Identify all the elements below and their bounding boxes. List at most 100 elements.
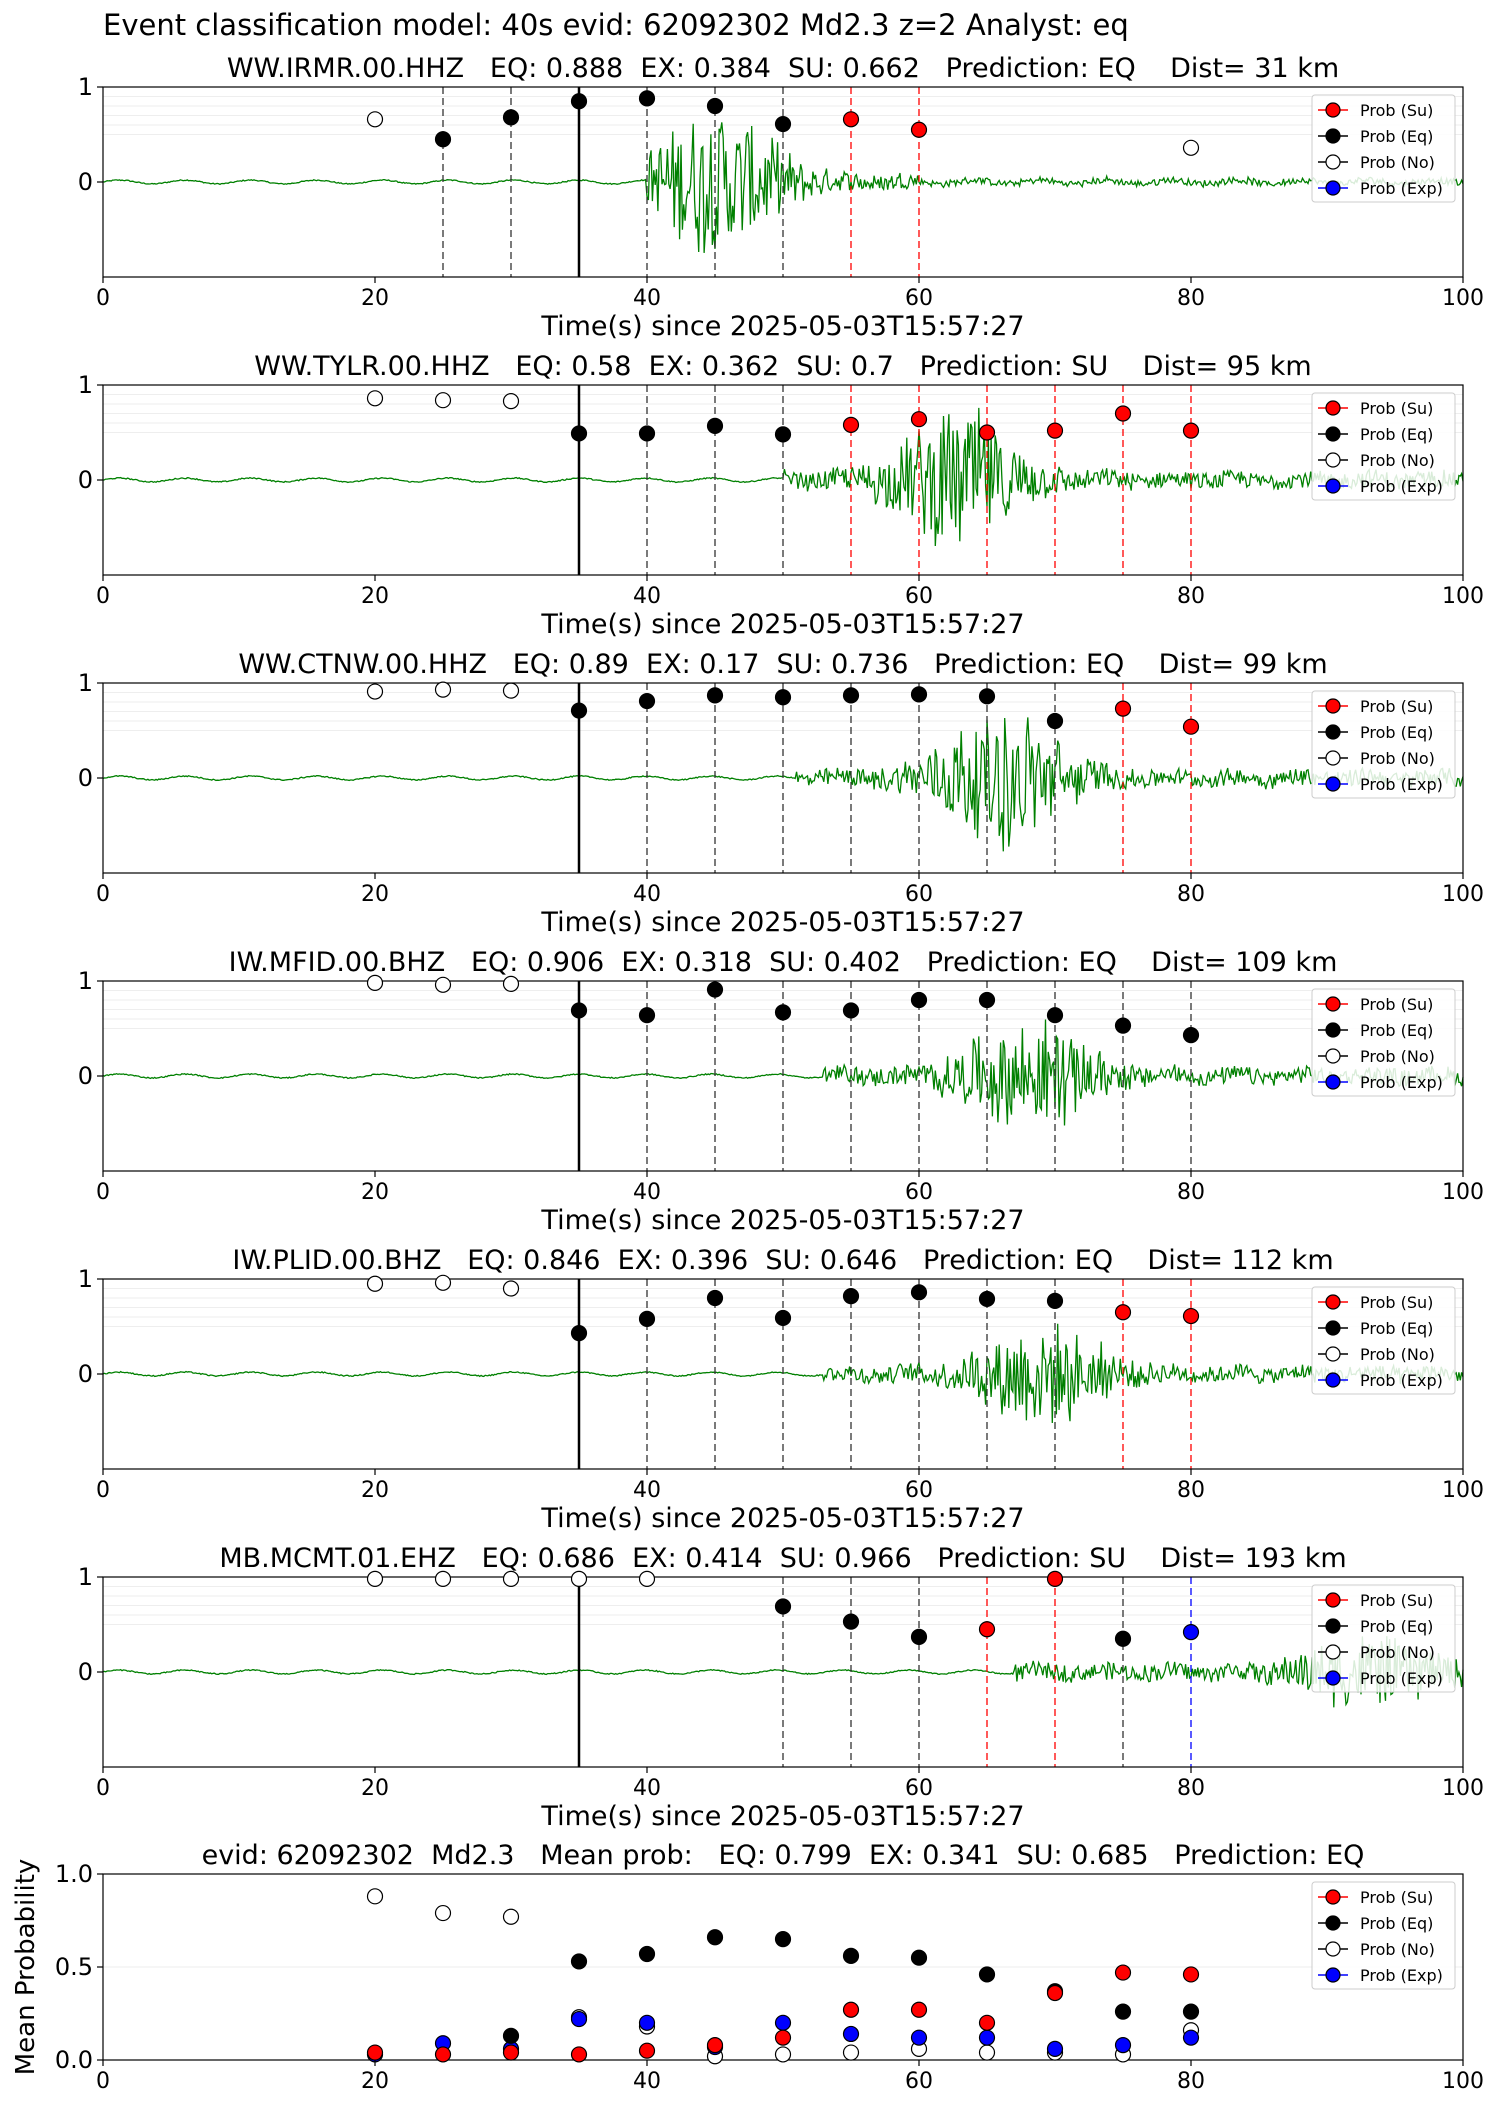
legend-box [1311,1881,1456,1990]
x-tick-label: 40 [633,1478,661,1503]
prob-point-eq [570,702,588,719]
panel-title: WW.IRMR.00.HHZ EQ: 0.888 EX: 0.384 SU: 0… [227,53,1339,84]
x-tick-label: 0 [96,882,110,907]
mean-point-su [434,2046,452,2063]
mean-point-eq [978,1966,996,1983]
legend-marker [1325,1372,1341,1388]
prob-point-eq [1046,712,1064,730]
mean-point-exp [1046,2040,1064,2057]
x-axis-label: Time(s) since 2025-05-03T15:57:27 [540,609,1024,640]
mean-point-su [1182,1966,1200,1983]
legend-marker [1325,724,1341,740]
prob-point-eq [638,692,656,710]
figure-suptitle: Event classification model: 40s evid: 62… [103,8,1129,42]
legend-marker [1325,1618,1341,1634]
x-tick-label: 80 [1177,1776,1205,1801]
legend-marker [1325,452,1341,468]
prob-point-eq [910,1628,928,1645]
mean-point-su [366,2044,384,2061]
legend-label: Prob (Eq) [1360,1021,1433,1040]
x-axis-label: Time(s) since 2025-05-03T15:57:27 [540,1801,1024,1832]
legend-box [1311,94,1456,203]
legend-marker [1325,1346,1341,1362]
station-panel-1: WW.IRMR.00.HHZ EQ: 0.888 EX: 0.384 SU: 0… [78,53,1484,342]
legend-label: Prob (Su) [1360,995,1433,1014]
x-tick-label: 100 [1442,1180,1484,1205]
y-tick-label: 1 [78,73,93,101]
legend-marker [1325,478,1341,494]
legend-box [1311,988,1456,1097]
x-tick-label: 60 [905,1478,933,1503]
legend-marker [1325,400,1341,416]
legend-marker [1325,1941,1341,1957]
prob-point-eq [1182,1027,1200,1044]
mean-point-eq [706,1929,724,1946]
prob-point-eq [842,1613,860,1630]
legend-marker [1325,1915,1341,1931]
x-tick-label: 0 [96,584,110,609]
x-tick-label: 100 [1442,2069,1484,2094]
prob-point-no [434,1570,452,1588]
prob-point-su [1182,1307,1200,1325]
prob-point-eq [434,131,452,148]
mean-point-su [978,2014,996,2031]
mean-point-no [842,2044,860,2061]
y-tick-label: 0 [78,168,93,196]
prob-point-eq [910,686,928,703]
prob-point-eq [570,1325,588,1342]
prob-point-eq [1114,1630,1132,1647]
x-tick-label: 100 [1442,286,1484,311]
x-tick-label: 80 [1177,286,1205,311]
mean-point-exp [570,2010,588,2028]
x-tick-label: 80 [1177,1180,1205,1205]
mean-point-exp [842,2025,860,2043]
station-panel-3: WW.CTNW.00.HHZ EQ: 0.89 EX: 0.17 SU: 0.7… [78,649,1484,938]
legend-marker [1325,1670,1341,1686]
prob-point-eq [1046,1292,1064,1309]
prob-point-su [910,411,928,428]
legend-label: Prob (No) [1360,1345,1435,1364]
x-tick-label: 0 [96,2069,110,2094]
prob-point-eq [706,1289,724,1307]
prob-point-eq [638,1007,656,1024]
legend-marker [1325,1967,1341,1983]
mean-point-exp [638,2014,656,2031]
mean-point-su [706,2037,724,2054]
prob-point-su [1114,700,1132,717]
legend-label: Prob (Eq) [1360,1617,1433,1636]
x-tick-label: 0 [96,1776,110,1801]
legend-marker [1325,698,1341,714]
x-tick-label: 20 [361,1478,389,1503]
x-tick-label: 0 [96,1478,110,1503]
mean-point-eq [1114,2003,1132,2020]
legend-marker [1325,180,1341,196]
x-tick-label: 20 [361,1776,389,1801]
prob-point-no [1182,139,1200,156]
prob-point-su [1182,422,1200,439]
prob-point-no [434,976,452,993]
panel-title: MB.MCMT.01.EHZ EQ: 0.686 EX: 0.414 SU: 0… [219,1543,1346,1574]
prob-point-eq [978,1290,996,1308]
mean-point-no [366,1888,384,1905]
prob-point-eq [978,688,996,705]
prob-point-su [1182,718,1200,735]
prob-point-eq [774,115,792,133]
mean-point-no [978,2044,996,2061]
x-tick-label: 100 [1442,1478,1484,1503]
mean-point-su [502,2044,520,2061]
x-tick-label: 60 [905,882,933,907]
legend-label: Prob (Eq) [1360,723,1433,742]
legend-label: Prob (No) [1360,1047,1435,1066]
x-tick-label: 100 [1442,1776,1484,1801]
legend-label: Prob (Exp) [1360,775,1443,794]
station-panel-2: WW.TYLR.00.HHZ EQ: 0.58 EX: 0.362 SU: 0.… [78,351,1484,640]
mean-point-no [774,2046,792,2063]
prob-point-eq [502,109,520,126]
prob-point-no [502,1570,520,1588]
mean-point-exp [774,2014,792,2031]
x-tick-label: 40 [633,1180,661,1205]
prob-point-eq [570,425,588,442]
prob-point-no [366,1275,384,1292]
prob-point-su [842,416,860,433]
prob-point-eq [570,93,588,110]
